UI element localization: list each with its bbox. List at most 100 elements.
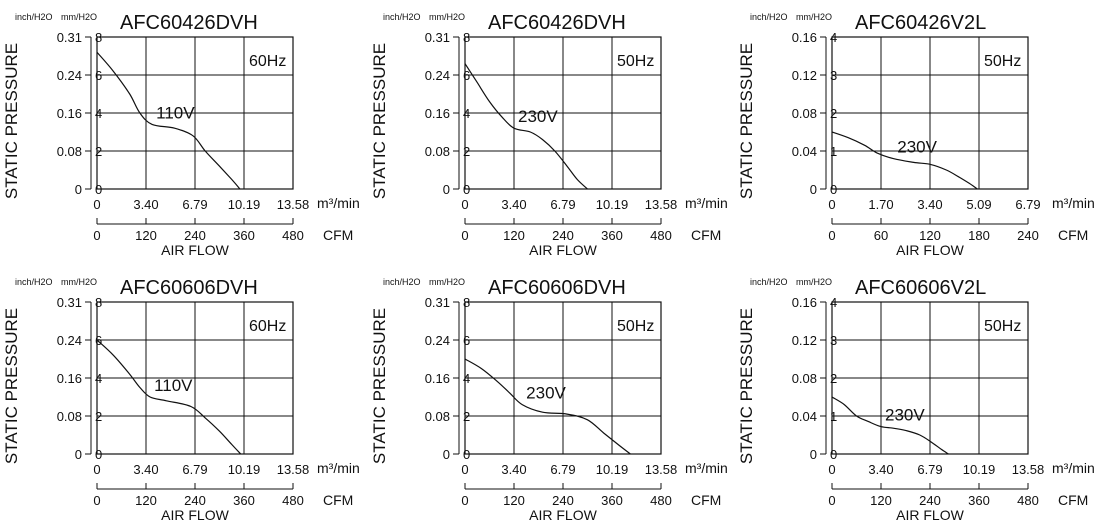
x-axis-title: AIR FLOW bbox=[896, 242, 964, 258]
y-unit-mm-label: mm/H2O bbox=[429, 12, 465, 22]
chart-title: AFC60426V2L bbox=[855, 12, 986, 34]
x-tick-label-m3: 13.58 bbox=[277, 462, 310, 477]
x-axis-title: AIR FLOW bbox=[161, 242, 229, 258]
frequency-label: 60Hz bbox=[249, 318, 286, 335]
x-tick-label-cfm: 0 bbox=[461, 493, 468, 508]
x-tick-label-m3: 3.40 bbox=[868, 462, 893, 477]
x-tick-label-cfm: 240 bbox=[919, 493, 941, 508]
x-tick-label-m3: 0 bbox=[93, 462, 100, 477]
voltage-label: 230V bbox=[885, 406, 925, 425]
y-tick-label-mm: 6 bbox=[463, 68, 470, 83]
x-tick-label-cfm: 180 bbox=[968, 228, 990, 243]
y-tick-label-inch: 0.16 bbox=[425, 371, 450, 386]
y-unit-inch-label: inch/H2O bbox=[15, 12, 53, 22]
x-tick-label-m3: 6.79 bbox=[1015, 197, 1040, 212]
y-tick-label-mm: 2 bbox=[463, 409, 470, 424]
x-tick-label-m3: 10.19 bbox=[963, 462, 996, 477]
x-tick-label-cfm: 120 bbox=[919, 228, 941, 243]
x-tick-label-cfm: 240 bbox=[184, 228, 206, 243]
x-tick-label-cfm: 120 bbox=[503, 228, 525, 243]
x-axis-title: AIR FLOW bbox=[896, 507, 964, 523]
x-tick-label-cfm: 240 bbox=[552, 493, 574, 508]
x-tick-label-m3: 0 bbox=[461, 462, 468, 477]
y-unit-inch-label: inch/H2O bbox=[750, 12, 788, 22]
y-tick-label-inch: 0 bbox=[443, 182, 450, 197]
x-tick-label-m3: 6.79 bbox=[182, 462, 207, 477]
y-tick-label-inch: 0.24 bbox=[425, 68, 450, 83]
x-tick-label-m3: 10.19 bbox=[596, 197, 629, 212]
y-tick-label-mm: 3 bbox=[830, 68, 837, 83]
y-tick-label-inch: 0.31 bbox=[57, 295, 82, 310]
y-tick-label-mm: 1 bbox=[830, 144, 837, 159]
x-tick-label-cfm: 360 bbox=[233, 228, 255, 243]
y-unit-mm-label: mm/H2O bbox=[796, 12, 832, 22]
x-tick-label-cfm: 240 bbox=[1017, 228, 1039, 243]
x-tick-label-cfm: 480 bbox=[650, 493, 672, 508]
y-tick-label-inch: 0.24 bbox=[57, 68, 82, 83]
y-tick-label-inch: 0.08 bbox=[57, 409, 82, 424]
y-tick-label-inch: 0.31 bbox=[57, 30, 82, 45]
y-tick-label-mm: 8 bbox=[95, 30, 102, 45]
x-unit-m3-label: m³/min bbox=[317, 195, 360, 211]
y-unit-inch-label: inch/H2O bbox=[15, 277, 53, 287]
pq-curve-110V bbox=[96, 339, 242, 455]
y-unit-mm-label: mm/H2O bbox=[61, 277, 97, 287]
y-tick-label-mm: 6 bbox=[95, 68, 102, 83]
x-tick-label-cfm: 480 bbox=[650, 228, 672, 243]
y-tick-label-mm: 0 bbox=[830, 447, 837, 462]
pq-curve-110V bbox=[96, 51, 241, 190]
y-tick-label-inch: 0.08 bbox=[425, 409, 450, 424]
x-tick-label-cfm: 0 bbox=[461, 228, 468, 243]
y-tick-label-mm: 0 bbox=[463, 447, 470, 462]
y-tick-label-mm: 2 bbox=[830, 106, 837, 121]
pq-curve-230V bbox=[464, 63, 588, 190]
x-tick-label-cfm: 120 bbox=[503, 493, 525, 508]
y-tick-label-inch: 0.24 bbox=[57, 333, 82, 348]
frequency-label: 50Hz bbox=[984, 318, 1021, 335]
y-tick-label-inch: 0.16 bbox=[792, 30, 817, 45]
y-axis-title: STATIC PRESSURE bbox=[370, 43, 389, 199]
x-unit-m3-label: m³/min bbox=[1052, 195, 1095, 211]
y-unit-mm-label: mm/H2O bbox=[796, 277, 832, 287]
chart-title: AFC60606DVH bbox=[488, 277, 626, 299]
x-tick-label-m3: 3.40 bbox=[917, 197, 942, 212]
x-axis-title: AIR FLOW bbox=[161, 507, 229, 523]
x-unit-cfm-label: CFM bbox=[1058, 492, 1088, 508]
y-tick-label-mm: 4 bbox=[463, 106, 470, 121]
x-tick-label-m3: 0 bbox=[93, 197, 100, 212]
y-tick-label-inch: 0 bbox=[443, 447, 450, 462]
y-tick-label-inch: 0.08 bbox=[792, 106, 817, 121]
pq-curve-230V bbox=[831, 131, 978, 190]
x-tick-label-cfm: 120 bbox=[135, 228, 157, 243]
x-tick-label-m3: 13.58 bbox=[1012, 462, 1045, 477]
x-tick-label-m3: 10.19 bbox=[228, 462, 261, 477]
x-tick-label-m3: 6.79 bbox=[550, 197, 575, 212]
y-tick-label-mm: 2 bbox=[830, 371, 837, 386]
y-tick-label-inch: 0 bbox=[75, 447, 82, 462]
x-tick-label-m3: 13.58 bbox=[645, 197, 678, 212]
x-tick-label-m3: 13.58 bbox=[277, 197, 310, 212]
y-tick-label-inch: 0 bbox=[810, 182, 817, 197]
x-tick-label-cfm: 0 bbox=[828, 493, 835, 508]
x-tick-label-cfm: 480 bbox=[282, 228, 304, 243]
frequency-label: 50Hz bbox=[984, 53, 1021, 70]
chart-title: AFC60426DVH bbox=[488, 12, 626, 34]
y-tick-label-inch: 0.08 bbox=[425, 144, 450, 159]
x-tick-label-m3: 3.40 bbox=[133, 462, 158, 477]
x-tick-label-m3: 1.70 bbox=[868, 197, 893, 212]
y-tick-label-inch: 0.16 bbox=[792, 295, 817, 310]
frequency-label: 50Hz bbox=[617, 53, 654, 70]
x-unit-cfm-label: CFM bbox=[323, 492, 353, 508]
x-tick-label-cfm: 480 bbox=[1017, 493, 1039, 508]
x-tick-label-m3: 10.19 bbox=[228, 197, 261, 212]
y-tick-label-inch: 0.12 bbox=[792, 68, 817, 83]
x-unit-m3-label: m³/min bbox=[685, 195, 728, 211]
x-tick-label-m3: 3.40 bbox=[501, 197, 526, 212]
x-tick-label-cfm: 120 bbox=[135, 493, 157, 508]
y-tick-label-mm: 8 bbox=[95, 295, 102, 310]
y-tick-label-inch: 0.16 bbox=[57, 106, 82, 121]
chart-title: AFC60426DVH bbox=[120, 12, 258, 34]
